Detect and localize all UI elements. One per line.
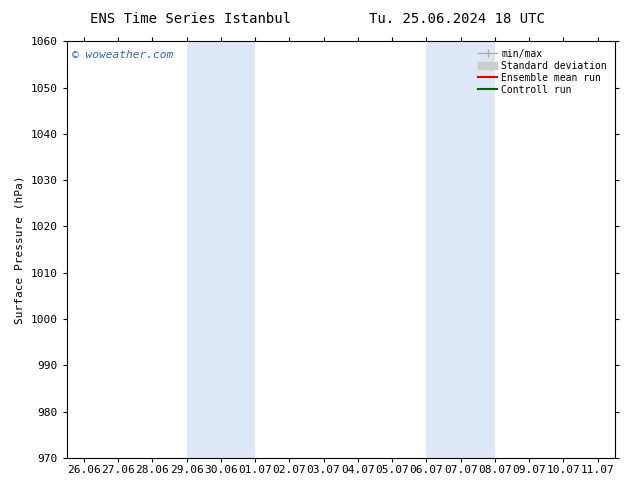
Bar [186, 41, 255, 458]
Y-axis label: Surface Pressure (hPa): Surface Pressure (hPa) [15, 175, 25, 324]
Legend: min/max, Standard deviation, Ensemble mean run, Controll run: min/max, Standard deviation, Ensemble me… [475, 46, 610, 98]
Text: © woweather.com: © woweather.com [72, 49, 173, 60]
Text: Tu. 25.06.2024 18 UTC: Tu. 25.06.2024 18 UTC [368, 12, 545, 26]
Text: ENS Time Series Istanbul: ENS Time Series Istanbul [89, 12, 291, 26]
Bar [427, 41, 495, 458]
